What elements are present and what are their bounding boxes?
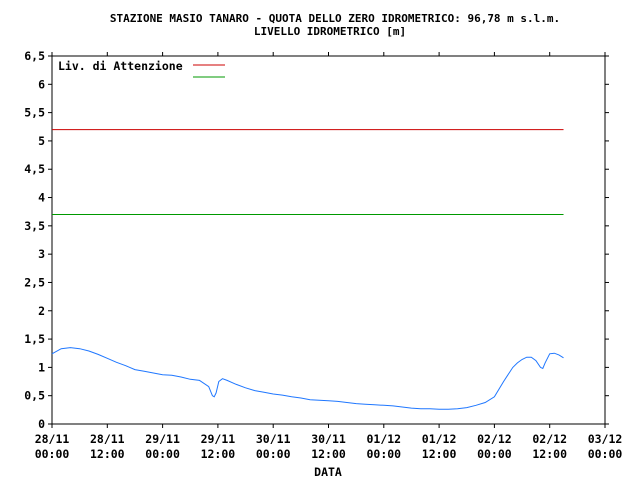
x-tick-label-time: 00:00 — [145, 447, 180, 461]
x-tick-label-time: 00:00 — [588, 447, 623, 461]
x-axis: 28/1100:0028/1112:0029/1100:0029/1112:00… — [35, 52, 623, 461]
x-tick-label-time: 00:00 — [477, 447, 512, 461]
legend-label-attenzione: Liv. di Attenzione — [58, 59, 183, 73]
x-tick-label-date: 02/12 — [532, 432, 567, 446]
y-tick-label: 1,5 — [24, 332, 45, 346]
x-axis-label: DATA — [314, 465, 342, 479]
x-tick-label-date: 01/12 — [422, 432, 457, 446]
x-tick-label-date: 03/12 — [588, 432, 623, 446]
y-tick-label: 3 — [38, 247, 45, 261]
y-tick-label: 4,5 — [24, 162, 45, 176]
threshold-lines — [52, 129, 564, 216]
x-tick-label-time: 00:00 — [35, 447, 70, 461]
y-tick-label: 6,5 — [24, 49, 45, 63]
x-tick-label-time: 12:00 — [422, 447, 457, 461]
y-tick-label: 0 — [38, 417, 45, 431]
y-tick-label: 5 — [38, 134, 45, 148]
series-group — [51, 347, 564, 410]
x-tick-label-time: 12:00 — [90, 447, 125, 461]
x-tick-label-time: 12:00 — [532, 447, 567, 461]
plot-frame — [51, 55, 606, 425]
y-tick-label: 2,5 — [24, 275, 45, 289]
y-tick-label: 2 — [38, 304, 45, 318]
x-tick-label-date: 01/12 — [366, 432, 401, 446]
legend: Liv. di Attenzione — [58, 59, 225, 78]
x-tick-label-date: 29/11 — [145, 432, 180, 446]
x-tick-label-time: 12:00 — [201, 447, 236, 461]
y-tick-label: 6 — [38, 77, 45, 91]
x-tick-label-date: 02/12 — [477, 432, 512, 446]
x-tick-label-time: 12:00 — [311, 447, 346, 461]
x-tick-label-date: 28/11 — [35, 432, 70, 446]
y-tick-label: 3,5 — [24, 219, 45, 233]
y-axis: 0 0,5 1 1,5 2 2,5 3 3,5 4 4,5 5 5,5 6 6,5 — [24, 49, 609, 431]
y-tick-label: 5,5 — [24, 106, 45, 120]
y-tick-label: 0,5 — [24, 389, 45, 403]
x-tick-label-date: 29/11 — [201, 432, 236, 446]
x-tick-label-date: 30/11 — [256, 432, 291, 446]
chart-title: STAZIONE MASIO TANARO - QUOTA DELLO ZERO… — [110, 12, 560, 25]
y-tick-label: 4 — [38, 191, 45, 205]
series-line-livello — [51, 347, 564, 410]
chart-subtitle: LIVELLO IDROMETRICO [m] — [254, 25, 406, 38]
x-tick-label-time: 00:00 — [366, 447, 401, 461]
y-tick-label: 1 — [38, 360, 45, 374]
x-tick-label-time: 00:00 — [256, 447, 291, 461]
x-tick-label-date: 28/11 — [90, 432, 125, 446]
x-tick-label-date: 30/11 — [311, 432, 346, 446]
